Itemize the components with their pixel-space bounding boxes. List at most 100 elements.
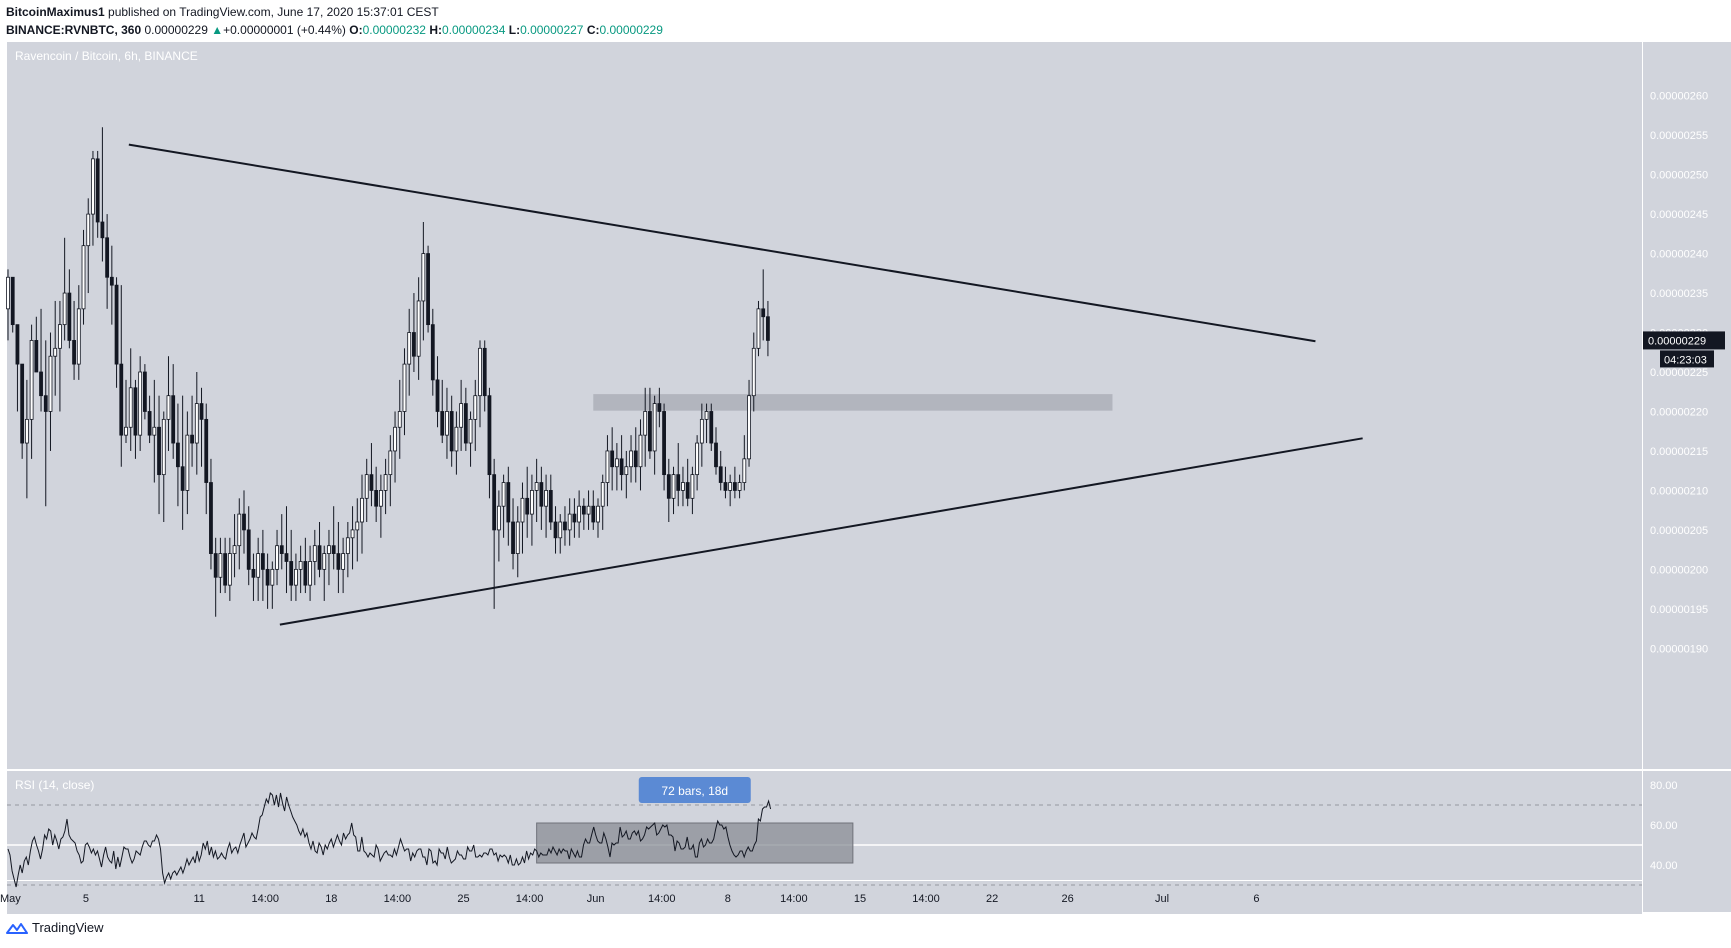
low-value: 0.00000227 [520, 23, 584, 37]
candle-up [624, 466, 629, 476]
candle-up [652, 403, 657, 452]
ascending-trendline [279, 437, 1363, 626]
candle-up [48, 355, 53, 412]
measure-tool[interactable]: 72 bars, 18d [638, 777, 751, 803]
candle-up [614, 458, 619, 468]
candle-down [39, 371, 43, 397]
candle-down [176, 442, 180, 468]
time-tick-label: 14:00 [780, 893, 808, 905]
candle-up [407, 332, 412, 365]
candle-up [393, 426, 397, 452]
candle-down [284, 553, 289, 562]
publish-line: BitcoinMaximus1 published on TradingView… [6, 3, 1726, 21]
descending-trendline [128, 143, 1316, 343]
last-price-tag-label: 0.00000229 [1648, 335, 1706, 347]
candle-up [185, 434, 190, 491]
chart-area[interactable]: Ravencoin / Bitcoin, 6h, BINANCE RSI (14… [0, 42, 1731, 914]
rsi-title: RSI (14, close) [15, 778, 94, 792]
candle-down [525, 497, 530, 515]
candles[interactable] [6, 127, 770, 617]
candle-up [416, 300, 421, 357]
candle-down [591, 505, 596, 523]
price-tick-label: 0.00000250 [1650, 170, 1708, 182]
candle-down [539, 482, 544, 507]
time-tick-label: 25 [457, 893, 469, 905]
candle-down [435, 379, 440, 412]
candle-up [600, 482, 605, 507]
candle-up [86, 213, 91, 247]
candle-down [426, 253, 430, 326]
candle-up [24, 418, 29, 444]
candle-up [544, 490, 548, 507]
price-tick-label: 0.00000190 [1650, 643, 1708, 655]
candle-down [331, 545, 336, 554]
tradingview-logo-icon [6, 922, 28, 934]
candle-down [147, 411, 152, 436]
brand-name: TradingView [32, 920, 104, 935]
price-tick-label: 0.00000225 [1650, 367, 1708, 379]
candle-down [133, 387, 138, 436]
candle-up [728, 482, 733, 491]
candle-up [364, 474, 369, 499]
candle-down [336, 553, 341, 570]
time-tick-label: Jun [587, 893, 605, 905]
candle-up [681, 482, 685, 491]
candle-down [619, 458, 624, 476]
resistance-zone[interactable] [593, 394, 1113, 411]
candle-up [298, 561, 303, 570]
candle-up [275, 545, 279, 570]
candle-up [161, 418, 166, 476]
price-tags: 0.00000229 04:23:03 [1643, 331, 1725, 368]
time-tick-label: Jul [1155, 893, 1169, 905]
candle-down [449, 411, 454, 452]
candle-down [317, 545, 322, 570]
price-axis-labels: 0.00000260 0.00000255 0.00000250 0.00000245… [1650, 91, 1708, 656]
time-tick-label: 14:00 [251, 893, 279, 905]
candle-down [563, 521, 567, 531]
candle-up [237, 513, 242, 547]
tradingview-logo[interactable]: TradingView [6, 920, 104, 935]
candle-down [709, 411, 714, 444]
high-value: 0.00000234 [442, 23, 506, 37]
candle-up [534, 482, 539, 491]
candle-up [671, 474, 676, 499]
trendlines[interactable] [128, 143, 1363, 626]
candle-down [10, 276, 15, 326]
ohlc-line: BINANCE:RVNBTC, 360 0.00000229 ▲+0.00000… [6, 21, 1726, 39]
candle-up [699, 418, 704, 444]
candle-down [761, 308, 766, 318]
time-tick-label: 6 [1253, 893, 1259, 905]
candle-down [43, 395, 48, 412]
candle-down [190, 434, 194, 444]
candle-down [657, 403, 662, 412]
price-axis[interactable] [1643, 42, 1731, 912]
candle-down [303, 561, 308, 586]
measure-tag-label: 72 bars, 18d [661, 784, 728, 798]
price-tick-label: 0.00000205 [1650, 525, 1708, 537]
rsi-line [7, 792, 772, 888]
countdown-tag-label: 04:23:03 [1664, 354, 1707, 366]
candle-down [369, 474, 374, 491]
author-name[interactable]: BitcoinMaximus1 [6, 5, 105, 19]
open-label: O: [349, 23, 363, 37]
candle-down [766, 316, 770, 341]
candle-up [256, 553, 261, 578]
candle-down [487, 395, 492, 476]
candle-up [383, 474, 388, 491]
price-tick-label: 0.00000195 [1650, 604, 1708, 616]
rsi-tick-label: 40.00 [1650, 860, 1678, 872]
rsi-tick-label: 60.00 [1650, 820, 1678, 832]
rsi-range-box[interactable] [536, 822, 854, 864]
time-tick-label: 22 [986, 893, 998, 905]
candle-up [629, 450, 633, 468]
candle-down [662, 411, 666, 476]
time-tick-label: May [0, 893, 21, 905]
candle-up [81, 245, 86, 310]
candle-up [756, 308, 761, 349]
candle-down [572, 513, 577, 523]
candle-down [685, 482, 690, 499]
candle-up [747, 395, 751, 460]
time-tick-label: 15 [854, 893, 866, 905]
candle-up [360, 497, 364, 523]
price-tick-label: 0.00000240 [1650, 249, 1708, 261]
